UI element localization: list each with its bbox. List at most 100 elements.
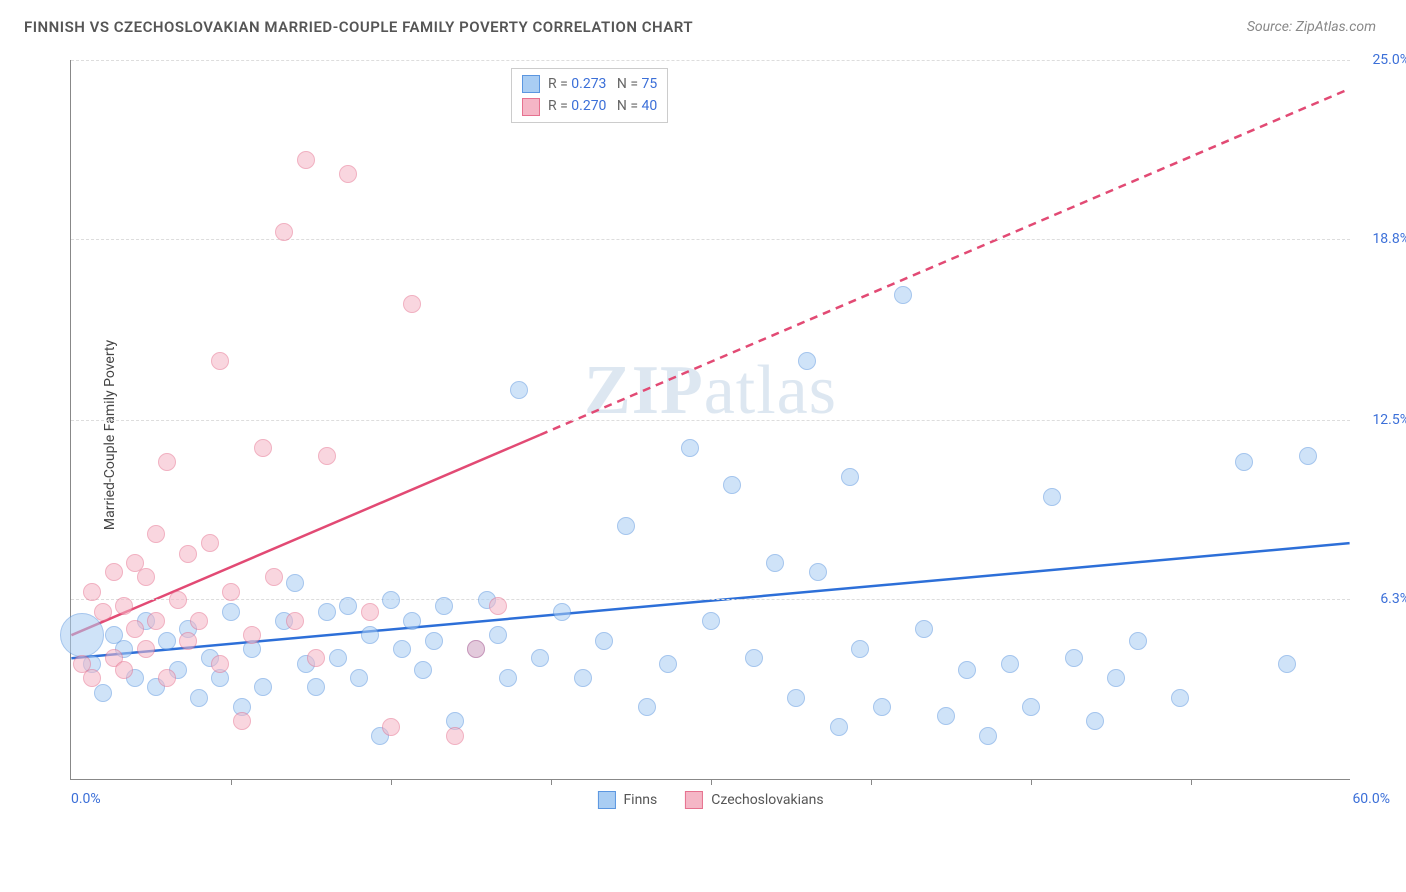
series-legend-label: Czechoslovakians xyxy=(711,792,823,808)
scatter-point-finns xyxy=(745,649,763,667)
scatter-point-czechoslovakians xyxy=(94,603,112,621)
scatter-point-finns xyxy=(958,661,976,679)
scatter-point-czechoslovakians xyxy=(467,640,485,658)
scatter-point-finns xyxy=(318,603,336,621)
scatter-point-finns xyxy=(659,655,677,673)
legend-stat-text: R = 0.273 N = 75 xyxy=(548,73,657,95)
legend-swatch xyxy=(685,791,703,809)
scatter-point-finns xyxy=(531,649,549,667)
scatter-point-czechoslovakians xyxy=(489,597,507,615)
scatter-point-czechoslovakians xyxy=(147,525,165,543)
scatter-point-czechoslovakians xyxy=(243,626,261,644)
gridline-h xyxy=(71,420,1350,421)
chart-header: FINNISH VS CZECHOSLOVAKIAN MARRIED-COUPL… xyxy=(0,0,1406,44)
x-tick xyxy=(231,779,232,785)
y-tick-label: 6.3% xyxy=(1355,591,1406,607)
scatter-point-finns xyxy=(1022,698,1040,716)
legend-swatch xyxy=(522,75,540,93)
scatter-point-czechoslovakians xyxy=(105,563,123,581)
x-tick xyxy=(711,779,712,785)
scatter-point-finns xyxy=(1043,488,1061,506)
scatter-point-finns xyxy=(723,476,741,494)
scatter-point-czechoslovakians xyxy=(403,295,421,313)
series-legend-item: Finns xyxy=(597,791,657,809)
scatter-point-czechoslovakians xyxy=(254,439,272,457)
scatter-point-finns xyxy=(329,649,347,667)
scatter-point-finns xyxy=(851,640,869,658)
scatter-point-finns xyxy=(158,632,176,650)
scatter-point-finns xyxy=(254,678,272,696)
scatter-point-czechoslovakians xyxy=(179,545,197,563)
gridline-h xyxy=(71,239,1350,240)
scatter-point-czechoslovakians xyxy=(446,727,464,745)
scatter-point-czechoslovakians xyxy=(339,165,357,183)
series-legend-item: Czechoslovakians xyxy=(685,791,823,809)
scatter-point-finns xyxy=(222,603,240,621)
x-tick xyxy=(391,779,392,785)
scatter-point-finns xyxy=(510,381,528,399)
scatter-point-finns xyxy=(1278,655,1296,673)
scatter-point-czechoslovakians xyxy=(275,223,293,241)
scatter-point-finns xyxy=(702,612,720,630)
stats-legend-row-finns: R = 0.273 N = 75 xyxy=(522,73,657,95)
scatter-point-czechoslovakians xyxy=(190,612,208,630)
scatter-point-finns xyxy=(841,468,859,486)
scatter-point-czechoslovakians xyxy=(297,151,315,169)
y-tick-label: 18.8% xyxy=(1355,231,1406,247)
scatter-point-czechoslovakians xyxy=(158,453,176,471)
scatter-point-finns xyxy=(1107,669,1125,687)
scatter-point-finns xyxy=(894,286,912,304)
scatter-point-czechoslovakians xyxy=(211,655,229,673)
scatter-point-czechoslovakians xyxy=(169,591,187,609)
legend-swatch xyxy=(522,98,540,116)
scatter-point-finns xyxy=(787,689,805,707)
scatter-point-finns xyxy=(489,626,507,644)
scatter-point-czechoslovakians xyxy=(211,352,229,370)
scatter-point-finns xyxy=(339,597,357,615)
trend-line-czechoslovakians xyxy=(71,435,540,635)
x-tick xyxy=(551,779,552,785)
legend-swatch xyxy=(597,791,615,809)
scatter-point-finns xyxy=(414,661,432,679)
scatter-point-finns xyxy=(499,669,517,687)
trend-line-dashed-czechoslovakians xyxy=(540,89,1350,435)
scatter-point-czechoslovakians xyxy=(126,620,144,638)
gridline-h xyxy=(71,60,1350,61)
scatter-point-finns xyxy=(382,591,400,609)
scatter-point-finns xyxy=(1235,453,1253,471)
stats-legend: R = 0.273 N = 75R = 0.270 N = 40 xyxy=(511,68,668,123)
scatter-point-czechoslovakians xyxy=(147,612,165,630)
scatter-point-finns xyxy=(361,626,379,644)
scatter-point-czechoslovakians xyxy=(115,661,133,679)
scatter-point-finns xyxy=(681,439,699,457)
scatter-point-finns xyxy=(425,632,443,650)
scatter-point-finns xyxy=(766,554,784,572)
scatter-point-finns xyxy=(809,563,827,581)
scatter-point-finns xyxy=(393,640,411,658)
legend-stat-text: R = 0.270 N = 40 xyxy=(548,95,657,117)
scatter-point-finns xyxy=(286,574,304,592)
scatter-point-finns xyxy=(60,613,104,657)
scatter-point-finns xyxy=(1129,632,1147,650)
scatter-point-finns xyxy=(915,620,933,638)
scatter-point-finns xyxy=(350,669,368,687)
scatter-point-czechoslovakians xyxy=(137,568,155,586)
chart-title: FINNISH VS CZECHOSLOVAKIAN MARRIED-COUPL… xyxy=(24,18,693,36)
y-tick-label: 25.0% xyxy=(1355,52,1406,68)
scatter-point-czechoslovakians xyxy=(158,669,176,687)
scatter-point-finns xyxy=(937,707,955,725)
scatter-point-czechoslovakians xyxy=(286,612,304,630)
scatter-point-finns xyxy=(1086,712,1104,730)
source-attribution: Source: ZipAtlas.com xyxy=(1247,19,1376,35)
scatter-point-finns xyxy=(873,698,891,716)
scatter-point-czechoslovakians xyxy=(83,669,101,687)
scatter-point-finns xyxy=(403,612,421,630)
trend-line-finns xyxy=(71,543,1349,658)
scatter-point-finns xyxy=(574,669,592,687)
scatter-point-finns xyxy=(190,689,208,707)
scatter-point-finns xyxy=(1065,649,1083,667)
scatter-point-czechoslovakians xyxy=(179,632,197,650)
scatter-point-finns xyxy=(979,727,997,745)
stats-legend-row-czechoslovakians: R = 0.270 N = 40 xyxy=(522,95,657,117)
scatter-point-finns xyxy=(595,632,613,650)
